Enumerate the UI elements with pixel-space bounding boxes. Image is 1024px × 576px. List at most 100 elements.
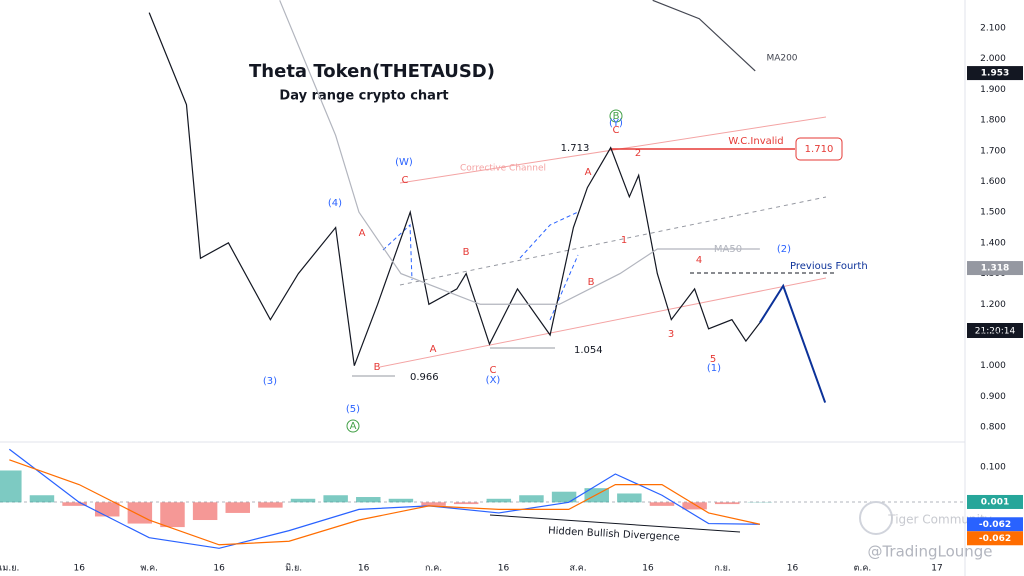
y-tick-label: 0.100	[980, 462, 1006, 472]
series-line	[652, 0, 756, 72]
wave-path	[549, 254, 579, 321]
y-tick-label: 0.900	[980, 392, 1006, 402]
annotation: B	[374, 362, 381, 373]
histogram-bar	[617, 493, 642, 503]
annotation: 2	[635, 148, 641, 159]
price-tag-box	[967, 517, 1023, 532]
x-tick-label: 16	[213, 564, 225, 574]
annotation: 4	[696, 255, 702, 266]
x-tick-label: 16	[787, 564, 799, 574]
annotation: 1.710	[805, 144, 834, 155]
annotation: C	[490, 365, 497, 376]
price-tag: 1.953	[981, 69, 1009, 79]
divergence-line	[489, 514, 741, 533]
annotation: C	[613, 125, 620, 136]
price-tag: -0.062	[979, 520, 1011, 530]
wave-path	[382, 223, 413, 281]
chart-subtitle: Day range crypto chart	[279, 89, 448, 104]
x-tick-label: ก.ค.	[425, 564, 442, 574]
invalid-box	[795, 137, 843, 161]
annotation: 5	[710, 354, 716, 365]
price-tag-box	[967, 494, 1023, 509]
y-tick-label: 1.500	[980, 208, 1006, 218]
annotation: Corrective Channel	[460, 164, 546, 174]
histogram-bar	[160, 502, 185, 528]
price-tag-box	[967, 66, 1023, 81]
histogram-bar	[421, 502, 446, 506]
y-tick-label: 1.400	[980, 238, 1006, 248]
annotation: A	[359, 228, 366, 239]
histogram-bar	[649, 502, 675, 506]
divergence-label: Hidden Bullish Divergence	[548, 526, 680, 544]
annotation: (W)	[395, 157, 413, 168]
channel-line	[379, 277, 827, 368]
annotation: MA50	[714, 244, 742, 255]
series-line	[279, 0, 760, 305]
annotation: (X)	[486, 375, 501, 386]
chart-title: Theta Token(THETAUSD)	[249, 61, 495, 82]
annotation: A	[350, 421, 357, 432]
price-tag: 0.001	[981, 497, 1009, 507]
histogram-bar	[486, 498, 512, 503]
histogram-bar	[388, 498, 414, 503]
x-tick-label: ก.ย.	[714, 564, 730, 574]
annotation: 0.966	[410, 372, 439, 383]
price-tag: 1.318	[981, 264, 1009, 274]
histogram-bar	[323, 495, 348, 503]
x-tick-label: พ.ค.	[140, 564, 158, 574]
annotation: (2)	[777, 244, 791, 255]
wave-circle	[609, 109, 623, 123]
annotation: (5)	[346, 404, 360, 415]
histogram-bar	[258, 502, 283, 508]
annotation: A	[585, 167, 592, 178]
price-tag: -0.062	[979, 534, 1011, 544]
annotation: 1.054	[574, 345, 603, 356]
annotation: MA200	[766, 54, 797, 64]
y-tick-label: 1.200	[980, 300, 1006, 310]
annotation: 3	[668, 329, 674, 340]
y-tick-label: 2.100	[980, 23, 1006, 33]
histogram-bar	[519, 495, 544, 503]
x-tick-label: ต.ค.	[854, 564, 872, 574]
y-tick-label: 2.000	[980, 54, 1006, 64]
histogram-bar	[682, 502, 707, 510]
countdown-box	[967, 323, 1023, 338]
y-tick-label: 0.800	[980, 423, 1006, 433]
annotation: Previous Fourth	[790, 261, 868, 272]
x-tick-label: 17	[931, 564, 942, 574]
x-tick-label: 16	[642, 564, 654, 574]
annotation: (Y)	[609, 118, 623, 129]
x-tick-label: 16	[498, 564, 510, 574]
y-tick-label: 1.800	[980, 116, 1006, 126]
annotation: 1.713	[561, 143, 590, 154]
histogram-bar	[453, 502, 479, 505]
x-tick-label: 16	[74, 564, 86, 574]
countdown: 21:20:14	[975, 327, 1016, 337]
x-tick-label: 16	[358, 564, 370, 574]
series-line	[9, 459, 761, 546]
histogram-bar	[127, 502, 153, 524]
histogram-bar	[225, 502, 250, 513]
annotation: (1)	[707, 363, 721, 374]
watermark-logo	[859, 501, 893, 535]
histogram-bar	[192, 502, 218, 521]
histogram-bar	[62, 502, 87, 506]
histogram-bar	[356, 497, 381, 503]
series-line	[148, 12, 761, 366]
wave-path	[519, 211, 579, 259]
annotation: (4)	[328, 198, 342, 209]
series-line	[759, 283, 827, 403]
x-tick-label: เม.ย.	[0, 564, 19, 574]
annotation: 1	[621, 235, 627, 246]
y-tick-label: 1.700	[980, 146, 1006, 156]
y-tick-label: 1.100	[980, 330, 1006, 340]
y-tick-label: 1.000	[980, 361, 1006, 371]
channel-line	[399, 116, 827, 184]
annotation: (3)	[263, 376, 277, 387]
annotation: A	[430, 344, 437, 355]
channel-line	[399, 196, 827, 286]
annotation: B	[588, 277, 595, 288]
annotation: B	[613, 111, 620, 122]
annotation: W.C.Invalid	[728, 136, 783, 147]
